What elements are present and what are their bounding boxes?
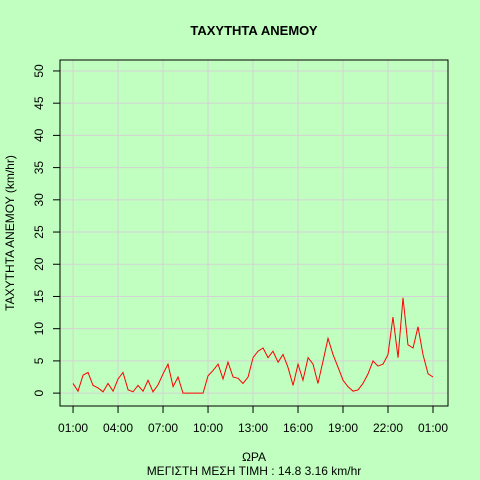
- x-tick-label: 04:00: [103, 421, 133, 435]
- data-line: [72, 297, 434, 394]
- y-tick-label: 0: [32, 389, 46, 396]
- y-tick-label: 35: [32, 161, 46, 175]
- y-tick-label: 45: [32, 96, 46, 110]
- subtitle: ΜΕΓΙΣΤΗ ΜΕΣΗ ΤΙΜΗ : 14.8 3.16 km/hr: [147, 464, 362, 478]
- y-tick-label: 15: [32, 289, 46, 303]
- y-tick-label: 50: [32, 64, 46, 78]
- x-axis-label: ΩΡΑ: [242, 450, 266, 464]
- y-tick-label: 20: [32, 257, 46, 271]
- y-tick-label: 5: [32, 357, 46, 364]
- x-tick-label: 22:00: [373, 421, 403, 435]
- y-tick-label: 30: [32, 193, 46, 207]
- x-tick-label: 10:00: [193, 421, 223, 435]
- y-tick-label: 10: [32, 322, 46, 336]
- y-tick-label: 25: [32, 225, 46, 239]
- y-tick-label: 40: [32, 128, 46, 142]
- x-tick-label: 07:00: [148, 421, 178, 435]
- chart-title: ΤΑΧΥΤΗΤΑ ΑΝΕΜΟΥ: [190, 23, 318, 38]
- x-tick-label: 13:00: [238, 421, 268, 435]
- x-tick-label: 01:00: [58, 421, 88, 435]
- x-tick-label: 01:00: [418, 421, 448, 435]
- x-tick-label: 16:00: [283, 421, 313, 435]
- plot-frame: [59, 59, 449, 407]
- x-tick-label: 19:00: [328, 421, 358, 435]
- y-axis-label: ΤΑΧΥΤΗΤΑ ΑΝΕΜΟΥ (km/hr): [3, 155, 17, 311]
